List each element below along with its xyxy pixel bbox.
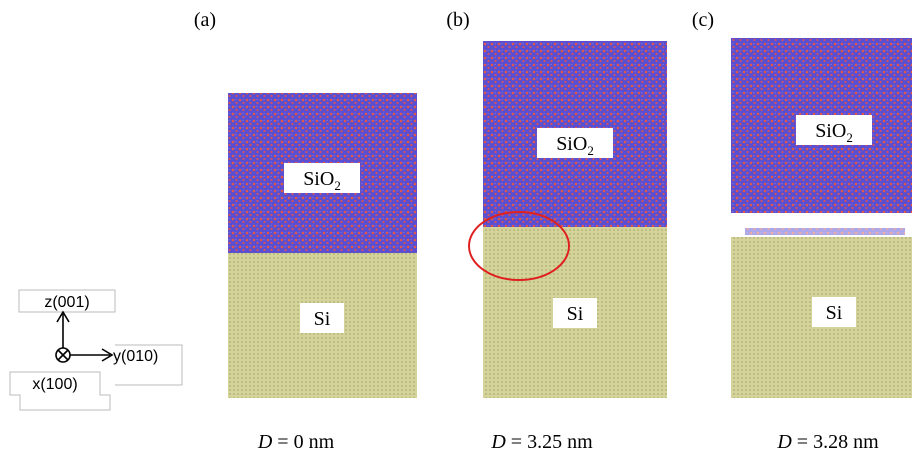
text: D [776,431,792,453]
text: SiO [556,133,587,155]
text: = 3.28 nm [792,431,879,453]
text: SiO [303,168,334,190]
caption: D = 0 nm [257,431,335,453]
text: = 0 nm [272,431,334,453]
text: 2 [587,143,594,158]
text: = 3.25 nm [506,431,593,453]
text: 2 [846,130,853,145]
axis-label: y(010) [113,348,158,365]
panel-label: (c) [692,9,714,31]
caption: D = 3.28 nm [776,431,879,453]
axis-label: z(001) [44,294,89,311]
text: D [490,431,506,453]
axes-arrows [56,312,112,362]
material-label: Si [826,302,843,324]
material-label: Si [314,308,331,330]
scattered-atoms [745,228,905,235]
panel-label: (a) [194,9,216,31]
text: D [257,431,273,453]
caption: D = 3.25 nm [490,431,593,453]
panel-label: (b) [446,9,469,31]
text: 2 [334,178,341,193]
text: SiO [815,120,846,142]
material-label: Si [567,303,584,325]
figure: SiO2 Si SiO2 Si SiO2 Si (a) (b) (c) D = … [0,0,912,460]
axis-label: x(100) [32,376,77,393]
